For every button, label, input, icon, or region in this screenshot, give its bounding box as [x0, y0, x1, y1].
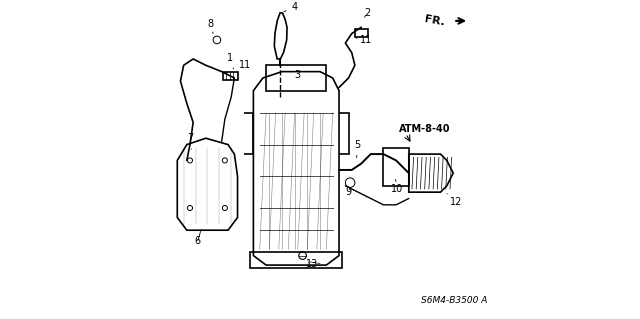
Text: 4: 4	[284, 2, 298, 12]
Text: ATM-8-40: ATM-8-40	[399, 124, 451, 134]
Text: 11: 11	[237, 61, 252, 76]
Text: 5: 5	[355, 140, 360, 158]
Bar	[223, 72, 237, 79]
Text: 7: 7	[187, 133, 193, 149]
Text: 13: 13	[306, 259, 318, 269]
Text: 3: 3	[294, 70, 301, 80]
Text: 8: 8	[207, 19, 214, 33]
Text: 12: 12	[447, 194, 463, 207]
Text: 6: 6	[195, 236, 201, 247]
Text: 1: 1	[227, 53, 234, 69]
Bar	[355, 29, 367, 37]
Text: FR.: FR.	[424, 14, 446, 27]
Text: 2: 2	[364, 8, 371, 18]
Text: 10: 10	[391, 180, 404, 194]
Text: S6M4-B3500 A: S6M4-B3500 A	[422, 296, 488, 305]
Text: 9: 9	[346, 187, 351, 197]
Text: 11: 11	[356, 35, 372, 45]
